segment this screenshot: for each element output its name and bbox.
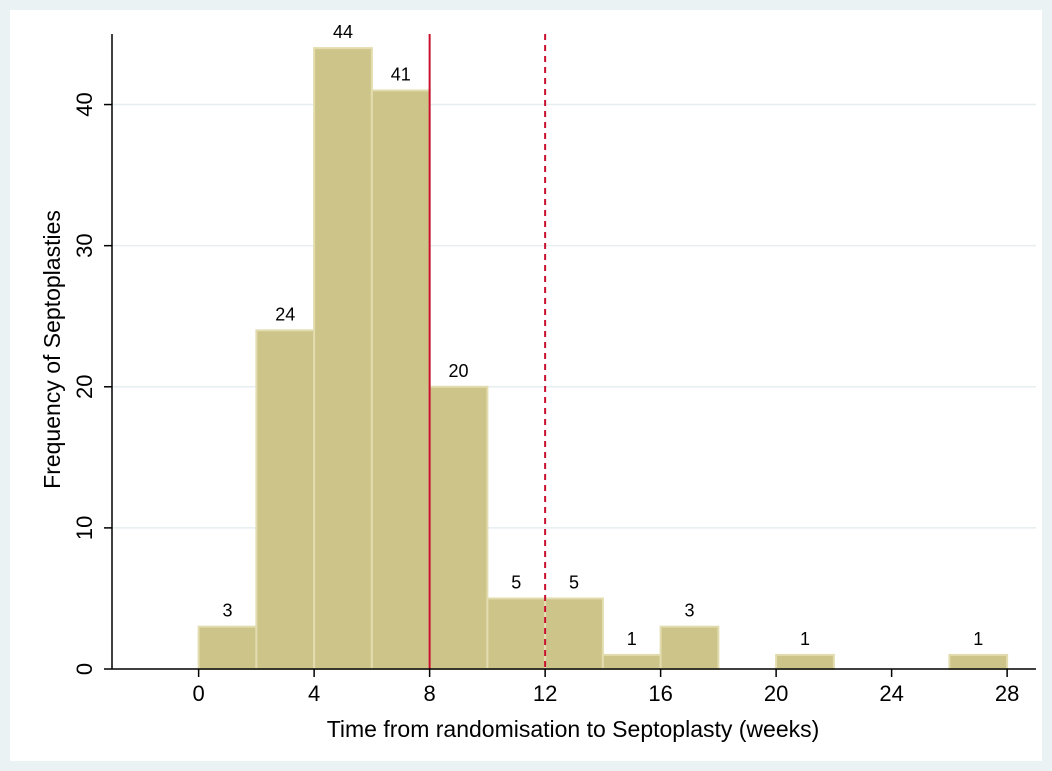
bar-label-6-8: 41 bbox=[391, 64, 411, 84]
bar-14-16 bbox=[601, 653, 662, 671]
y-tick-label-10: 10 bbox=[72, 516, 97, 540]
bar-10-12 bbox=[486, 597, 547, 671]
x-axis-ticks: 0 4 8 12 16 20 24 28 bbox=[193, 669, 1019, 706]
bar-label-2-4: 24 bbox=[275, 304, 295, 324]
bar-label-4-6: 44 bbox=[333, 22, 353, 42]
y-tick-label-0: 0 bbox=[72, 663, 97, 675]
y-tick-label-20: 20 bbox=[72, 375, 97, 399]
x-tick-label-0: 0 bbox=[193, 681, 205, 706]
x-tick-label-20: 20 bbox=[764, 681, 788, 706]
x-tick-label-16: 16 bbox=[648, 681, 672, 706]
y-axis-ticks: 0 10 20 30 40 bbox=[72, 92, 112, 675]
bar-4-6 bbox=[313, 47, 373, 671]
bar-label-20-22: 1 bbox=[800, 629, 810, 649]
x-tick-label-28: 28 bbox=[995, 681, 1019, 706]
y-tick-label-40: 40 bbox=[72, 92, 97, 116]
x-axis-title: Time from randomisation to Septoplasty (… bbox=[327, 716, 820, 742]
bar-20-22 bbox=[775, 653, 835, 671]
bar-12-14 bbox=[544, 597, 604, 671]
bar-8-10 bbox=[428, 385, 489, 670]
bar-6-8 bbox=[370, 89, 431, 670]
x-tick-label-24: 24 bbox=[879, 681, 903, 706]
bar-label-12-14: 5 bbox=[569, 572, 579, 592]
bar-label-8-10: 20 bbox=[448, 361, 468, 381]
bar-label-14-16: 1 bbox=[627, 629, 637, 649]
bar-label-16-18: 3 bbox=[684, 601, 694, 621]
bar-16-18 bbox=[659, 625, 720, 671]
axes bbox=[111, 34, 1036, 670]
bar-0-2 bbox=[197, 625, 258, 671]
bar-2-4 bbox=[255, 329, 316, 670]
bar-26-28 bbox=[948, 653, 1009, 671]
x-tick-label-12: 12 bbox=[533, 681, 557, 706]
reference-lines bbox=[428, 34, 547, 669]
bar-label-26-28: 1 bbox=[973, 629, 983, 649]
bar-labels: 3 24 44 41 20 5 5 1 3 1 1 bbox=[222, 22, 983, 649]
x-tick-label-4: 4 bbox=[308, 681, 320, 706]
y-axis-title: Frequency of Septoplasties bbox=[39, 210, 65, 489]
x-tick-label-8: 8 bbox=[424, 681, 436, 706]
bar-label-0-2: 3 bbox=[222, 601, 232, 621]
bar-label-10-12: 5 bbox=[511, 572, 521, 592]
y-tick-label-30: 30 bbox=[72, 233, 97, 257]
